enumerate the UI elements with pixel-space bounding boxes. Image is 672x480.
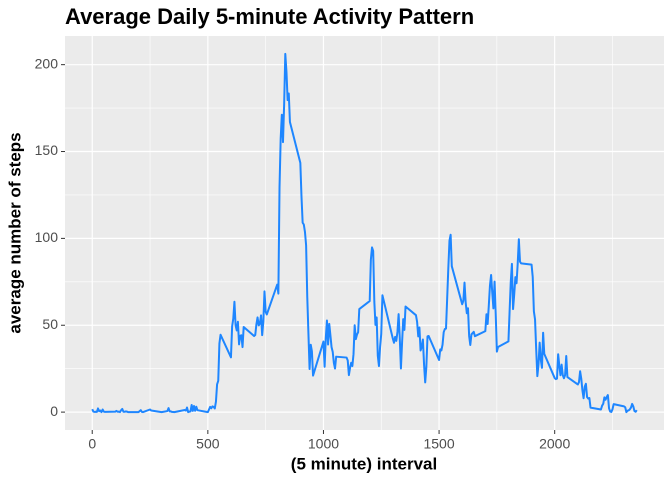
data-line: [91, 52, 638, 414]
y-tick-label: 0: [50, 403, 58, 419]
panel: [65, 36, 664, 430]
x-tick-label: 500: [196, 436, 220, 452]
x-tick-label: 0: [88, 436, 96, 452]
x-tick-label: 1000: [308, 436, 339, 452]
x-tick-label: 1500: [423, 436, 454, 452]
y-axis-title: average number of steps: [5, 132, 24, 333]
y-tick-label: 100: [35, 229, 59, 245]
x-tick-label: 2000: [539, 436, 570, 452]
y-tick-label: 200: [35, 55, 59, 71]
y-tick-label: 150: [35, 142, 59, 158]
chart-title: Average Daily 5-minute Activity Pattern: [65, 4, 474, 29]
x-axis-title: (5 minute) interval: [291, 454, 437, 473]
y-tick-label: 50: [42, 316, 58, 332]
